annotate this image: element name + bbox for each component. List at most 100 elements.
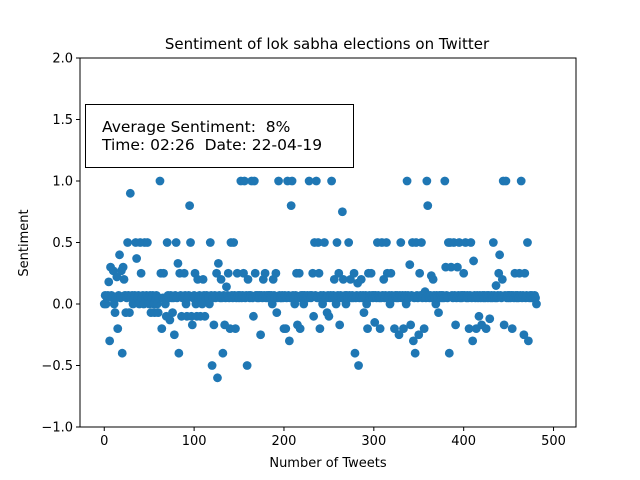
data-point [390,324,399,333]
data-point [213,259,223,268]
data-point [313,238,323,247]
data-point [366,268,376,278]
data-point [123,238,133,247]
data-point [375,324,385,333]
data-point [444,348,454,358]
data-point [250,268,260,278]
data-point [481,324,491,333]
data-point [332,238,342,247]
data-point [419,324,429,333]
data-point [249,176,259,186]
data-point [240,176,249,186]
data-point [231,324,240,333]
data-point [200,311,210,321]
data-point [168,308,177,318]
data-point [260,268,270,278]
data-point [274,176,283,186]
x-tick-label: 0 [100,434,108,449]
data-point [272,308,282,318]
data-point [356,275,366,284]
x-axis-ticks: 0 100 200 300 400 500 [100,427,566,449]
data-point [153,308,163,318]
data-point [186,238,195,247]
y-tick-label: 0.0 [52,298,73,313]
data-point [488,238,498,247]
data-point [295,324,305,333]
x-tick-label: 100 [182,434,207,449]
data-point [171,238,181,247]
data-point [308,268,318,278]
data-point [155,176,165,186]
data-point [229,238,239,247]
data-point [459,268,469,278]
data-point [209,320,219,330]
data-point [132,254,142,263]
x-tick-label: 500 [541,434,566,449]
data-point [468,336,478,346]
data-point [382,238,391,247]
data-point [334,268,344,278]
data-point [519,330,529,340]
data-point [294,268,304,278]
x-tick-label: 400 [451,434,476,449]
data-point [179,268,189,278]
data-point [396,238,406,247]
data-point [119,275,129,284]
data-point [523,238,532,247]
data-point [466,238,476,247]
data-point [344,238,354,247]
data-point [125,308,134,318]
data-point [314,268,324,278]
data-point [359,308,369,318]
data-point [434,308,443,318]
data-point [329,275,339,284]
data-point [350,348,360,358]
data-point [428,275,438,284]
x-tick-label: 200 [272,434,297,449]
y-tick-label: 2.0 [52,52,73,67]
data-point [469,256,478,266]
data-point [113,324,123,333]
data-point [324,311,334,321]
data-point [363,324,372,333]
x-axis-label: Number of Tweets [269,456,387,471]
data-point [422,176,432,186]
data-point [165,315,175,325]
data-point [331,299,341,309]
data-point [309,311,319,321]
data-point [157,324,167,333]
data-point [454,238,464,247]
data-point [406,320,416,330]
data-point [394,330,404,340]
data-point [405,260,415,270]
data-point [327,176,336,186]
data-point [104,277,114,287]
data-point [370,318,380,327]
data-point [349,268,359,278]
data-point [207,361,217,370]
y-tick-label: −1.0 [41,421,73,436]
data-point [242,361,252,370]
data-point [408,336,418,346]
data-point [173,259,183,268]
data-point [243,275,253,284]
data-point [386,268,396,278]
data-point [338,275,348,284]
data-point [446,262,456,272]
data-point [335,320,345,330]
data-point [474,311,484,321]
data-point [451,320,460,330]
data-point [491,281,501,290]
y-axis-ticks: −1.0 −0.5 0.0 0.5 1.0 1.5 2.0 [41,52,80,436]
data-point [125,188,135,198]
data-point [399,324,408,333]
annotation-line-1: Average Sentiment: 8% [102,118,291,136]
data-point [117,348,127,358]
data-point [499,320,509,330]
data-point [402,176,412,186]
data-point [216,275,226,284]
data-point [232,268,242,278]
data-points [99,176,541,383]
data-point [213,373,222,383]
